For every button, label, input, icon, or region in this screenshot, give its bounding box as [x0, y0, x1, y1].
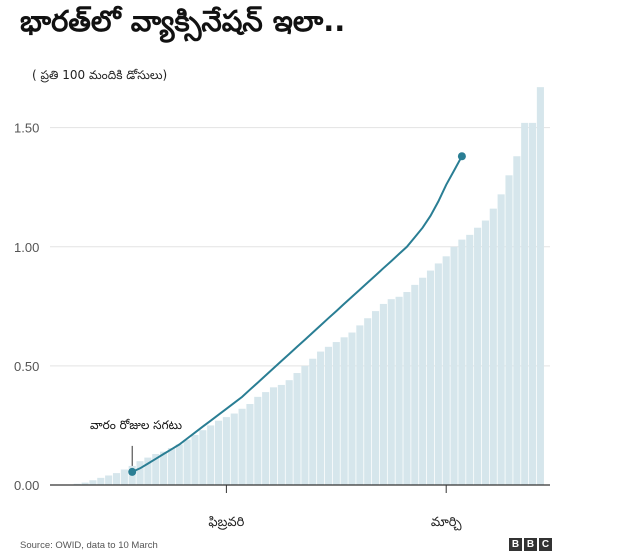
bar: [269, 387, 278, 485]
bar: [536, 87, 544, 485]
bar: [395, 296, 403, 485]
y-tick-label: 0.00: [14, 478, 39, 493]
bar: [262, 392, 270, 485]
bar: [89, 480, 97, 485]
bar: [450, 246, 458, 485]
bar: [97, 477, 105, 485]
bar: [348, 332, 356, 485]
bar: [466, 234, 474, 485]
annotation-label: వారం రోజుల సగటు: [90, 418, 182, 432]
bar: [364, 318, 372, 485]
bar: [152, 454, 160, 485]
line-end-point: [457, 152, 466, 161]
bar: [426, 270, 435, 485]
bar: [309, 358, 317, 485]
bar: [144, 457, 152, 485]
bbc-logo-letter: C: [539, 538, 552, 551]
bar: [230, 413, 238, 485]
bar: [497, 194, 505, 485]
chart-title: భారత్‌లో వ్యాక్సినేషన్ ఇలా..: [20, 4, 346, 38]
bar: [81, 482, 89, 485]
bar: [434, 263, 442, 485]
bar: [372, 311, 380, 485]
source-note: Source: OWID, data to 10 March: [20, 540, 158, 551]
bar: [340, 337, 348, 485]
bar: [474, 227, 482, 486]
x-tick-label: ఫిబ్రవరి: [208, 515, 244, 530]
y-tick-label: 1.00: [14, 240, 39, 255]
y-tick-label: 1.50: [14, 121, 39, 136]
bar: [105, 475, 113, 485]
bar: [112, 473, 121, 485]
bar: [246, 404, 254, 485]
bar: [285, 380, 293, 485]
x-tick-label: మార్చి: [431, 515, 462, 531]
line-start-point: [128, 467, 137, 476]
chart-subtitle: ( ప్రతి 100 మందికి డోసులు): [32, 68, 168, 82]
bar: [120, 469, 128, 485]
bar: [199, 430, 207, 485]
bar: [254, 396, 262, 485]
bar: [324, 346, 332, 485]
bar: [442, 256, 450, 485]
bar: [521, 122, 529, 485]
bar: [317, 351, 325, 485]
bar: [301, 365, 309, 485]
bar: [293, 373, 301, 485]
bar: [529, 122, 537, 485]
bar: [356, 325, 364, 485]
average-line: [131, 155, 463, 473]
bar: [136, 461, 144, 485]
bar: [238, 408, 246, 485]
bar: [458, 239, 466, 485]
bbc-logo: B B C: [509, 538, 552, 551]
bar: [207, 425, 215, 485]
bar: [191, 434, 199, 485]
bar: [167, 448, 175, 485]
bar: [332, 342, 340, 485]
bar: [387, 299, 395, 485]
bar: [513, 156, 521, 485]
bar: [379, 303, 387, 485]
bbc-logo-letter: B: [524, 538, 537, 551]
bbc-logo-letter: B: [509, 538, 522, 551]
bar: [222, 417, 230, 485]
y-tick-label: 0.50: [14, 359, 39, 374]
bar: [215, 420, 223, 485]
bar: [277, 384, 285, 485]
bar: [160, 451, 168, 485]
bar: [481, 220, 489, 485]
bar: [419, 277, 427, 485]
bar: [175, 444, 183, 485]
bar: [403, 292, 411, 485]
bar: [505, 175, 513, 485]
bar: [489, 208, 497, 485]
bar: [411, 284, 419, 485]
bar: [183, 439, 191, 485]
